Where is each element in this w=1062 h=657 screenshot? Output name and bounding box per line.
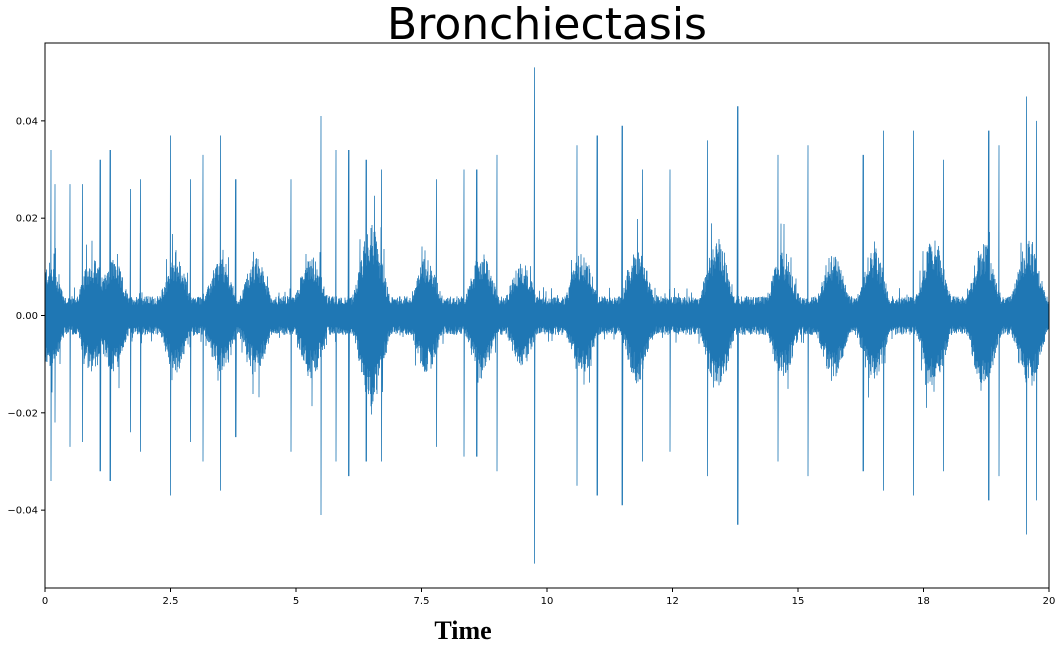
waveform-series-line xyxy=(45,67,1049,564)
y-tick-label: −0.04 xyxy=(7,506,38,517)
x-tick-label: 7.5 xyxy=(414,596,430,607)
x-tick-label: 20 xyxy=(1043,596,1056,607)
y-tick-label: 0.04 xyxy=(16,116,38,127)
x-tick-label: 18 xyxy=(917,596,930,607)
plot-area xyxy=(44,42,1050,589)
chart-title: Bronchiectasis xyxy=(387,0,707,50)
x-tick-label: 15 xyxy=(792,596,805,607)
x-tick-label: 0 xyxy=(42,596,48,607)
y-tick-label: −0.02 xyxy=(7,408,38,419)
y-axis: 0.04 0.02 0.00 −0.02 −0.04 xyxy=(7,116,45,517)
y-tick-label: 0.02 xyxy=(16,214,38,225)
x-axis-label: Time xyxy=(434,616,491,645)
x-tick-label: 10 xyxy=(541,596,554,607)
x-tick-label: 12 xyxy=(666,596,679,607)
y-tick-label: 0.00 xyxy=(16,311,38,322)
x-tick-label: 2.5 xyxy=(163,596,179,607)
x-tick-label: 5 xyxy=(293,596,299,607)
x-axis: 0 2.5 5 7.5 10 12 15 18 20 xyxy=(42,588,1056,607)
